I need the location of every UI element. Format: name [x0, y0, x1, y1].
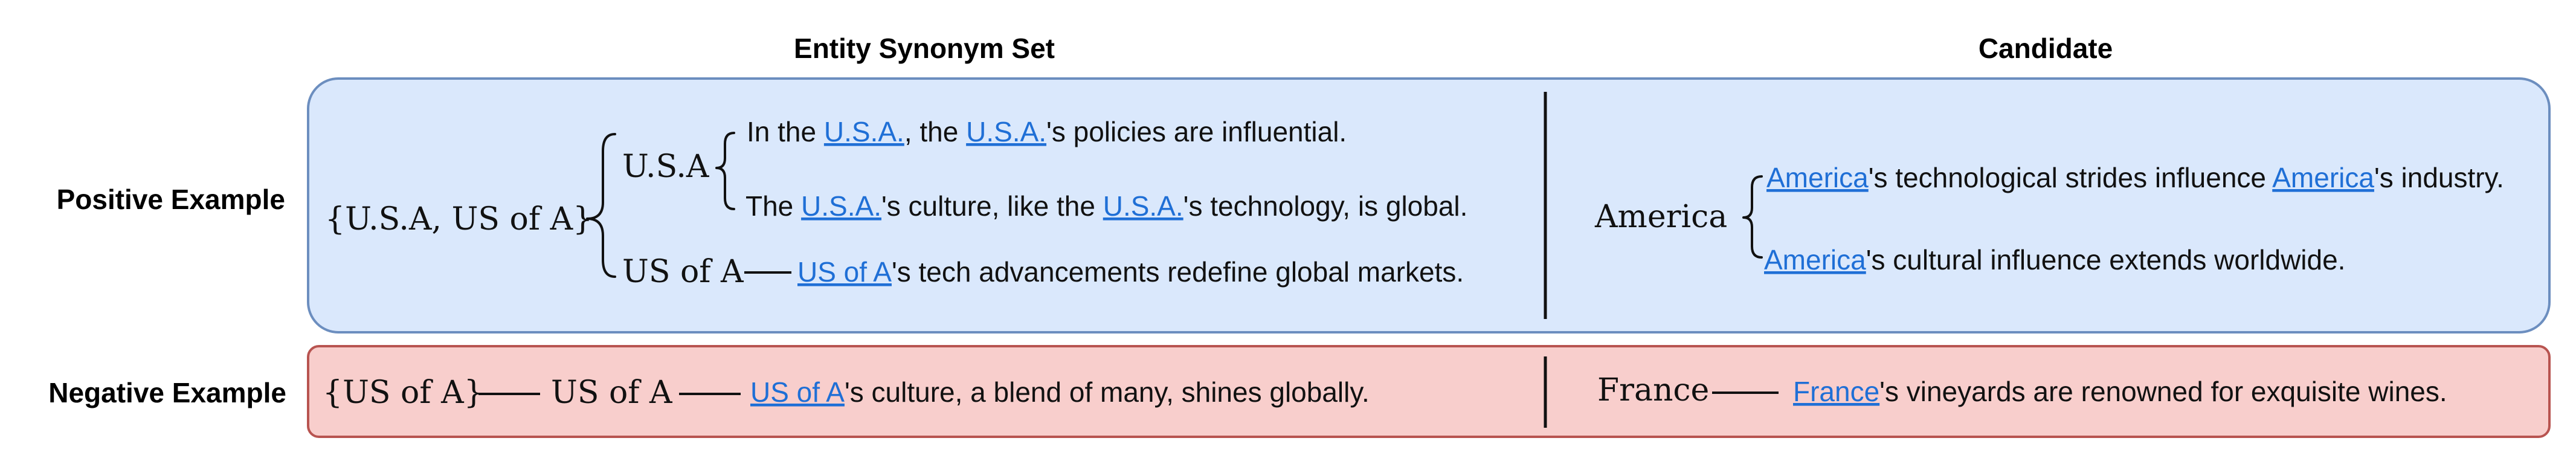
link-france[interactable]: France [1793, 376, 1879, 407]
positive-sentence-2: The U.S.A.'s culture, like the U.S.A.'s … [745, 190, 1467, 222]
header-candidate: Candidate [1979, 33, 2113, 64]
positive-synonym-set: {U.S.A, US of A} [325, 201, 593, 237]
positive-candidate-sentence-2: America's cultural influence extends wor… [1764, 244, 2345, 276]
positive-usa-brace [715, 132, 735, 210]
negative-sentence: US of A's culture, a blend of many, shin… [750, 376, 1370, 408]
negative-candidate-sentence: France's vineyards are renowned for exqu… [1793, 376, 2447, 407]
link-us-of-a[interactable]: US of A [797, 256, 892, 288]
row-label-negative: Negative Example [48, 377, 286, 408]
link-usa[interactable]: U.S.A. [824, 116, 904, 147]
link-america[interactable]: America [2272, 162, 2374, 193]
negative-candidate-entity: France [1597, 372, 1709, 408]
link-us-of-a[interactable]: US of A [750, 376, 845, 408]
positive-example-panel [307, 77, 2551, 334]
positive-candidate-brace [1742, 175, 1763, 259]
negative-entity: US of A [551, 375, 673, 411]
positive-candidate-entity: America [1594, 199, 1727, 235]
link-usa[interactable]: U.S.A. [966, 116, 1046, 147]
link-america[interactable]: America [1766, 162, 1869, 193]
positive-sentence-1: In the U.S.A., the U.S.A.'s policies are… [747, 116, 1347, 147]
positive-entity-us-of-a: US of A [622, 254, 744, 290]
positive-set-brace [586, 133, 616, 278]
negative-example-panel [307, 345, 2551, 438]
link-usa[interactable]: U.S.A. [801, 190, 881, 222]
positive-candidate-sentence-1: America's technological strides influenc… [1766, 162, 2504, 193]
row-label-positive: Positive Example [57, 184, 285, 215]
link-america[interactable]: America [1764, 244, 1866, 276]
negative-synonym-set: {US of A} [323, 375, 484, 411]
header-entity-synonym-set: Entity Synonym Set [794, 33, 1055, 64]
positive-sentence-3: US of A's tech advancements redefine glo… [797, 256, 1464, 288]
link-usa[interactable]: U.S.A. [1103, 190, 1183, 222]
positive-entity-usa: U.S.A [622, 149, 710, 185]
